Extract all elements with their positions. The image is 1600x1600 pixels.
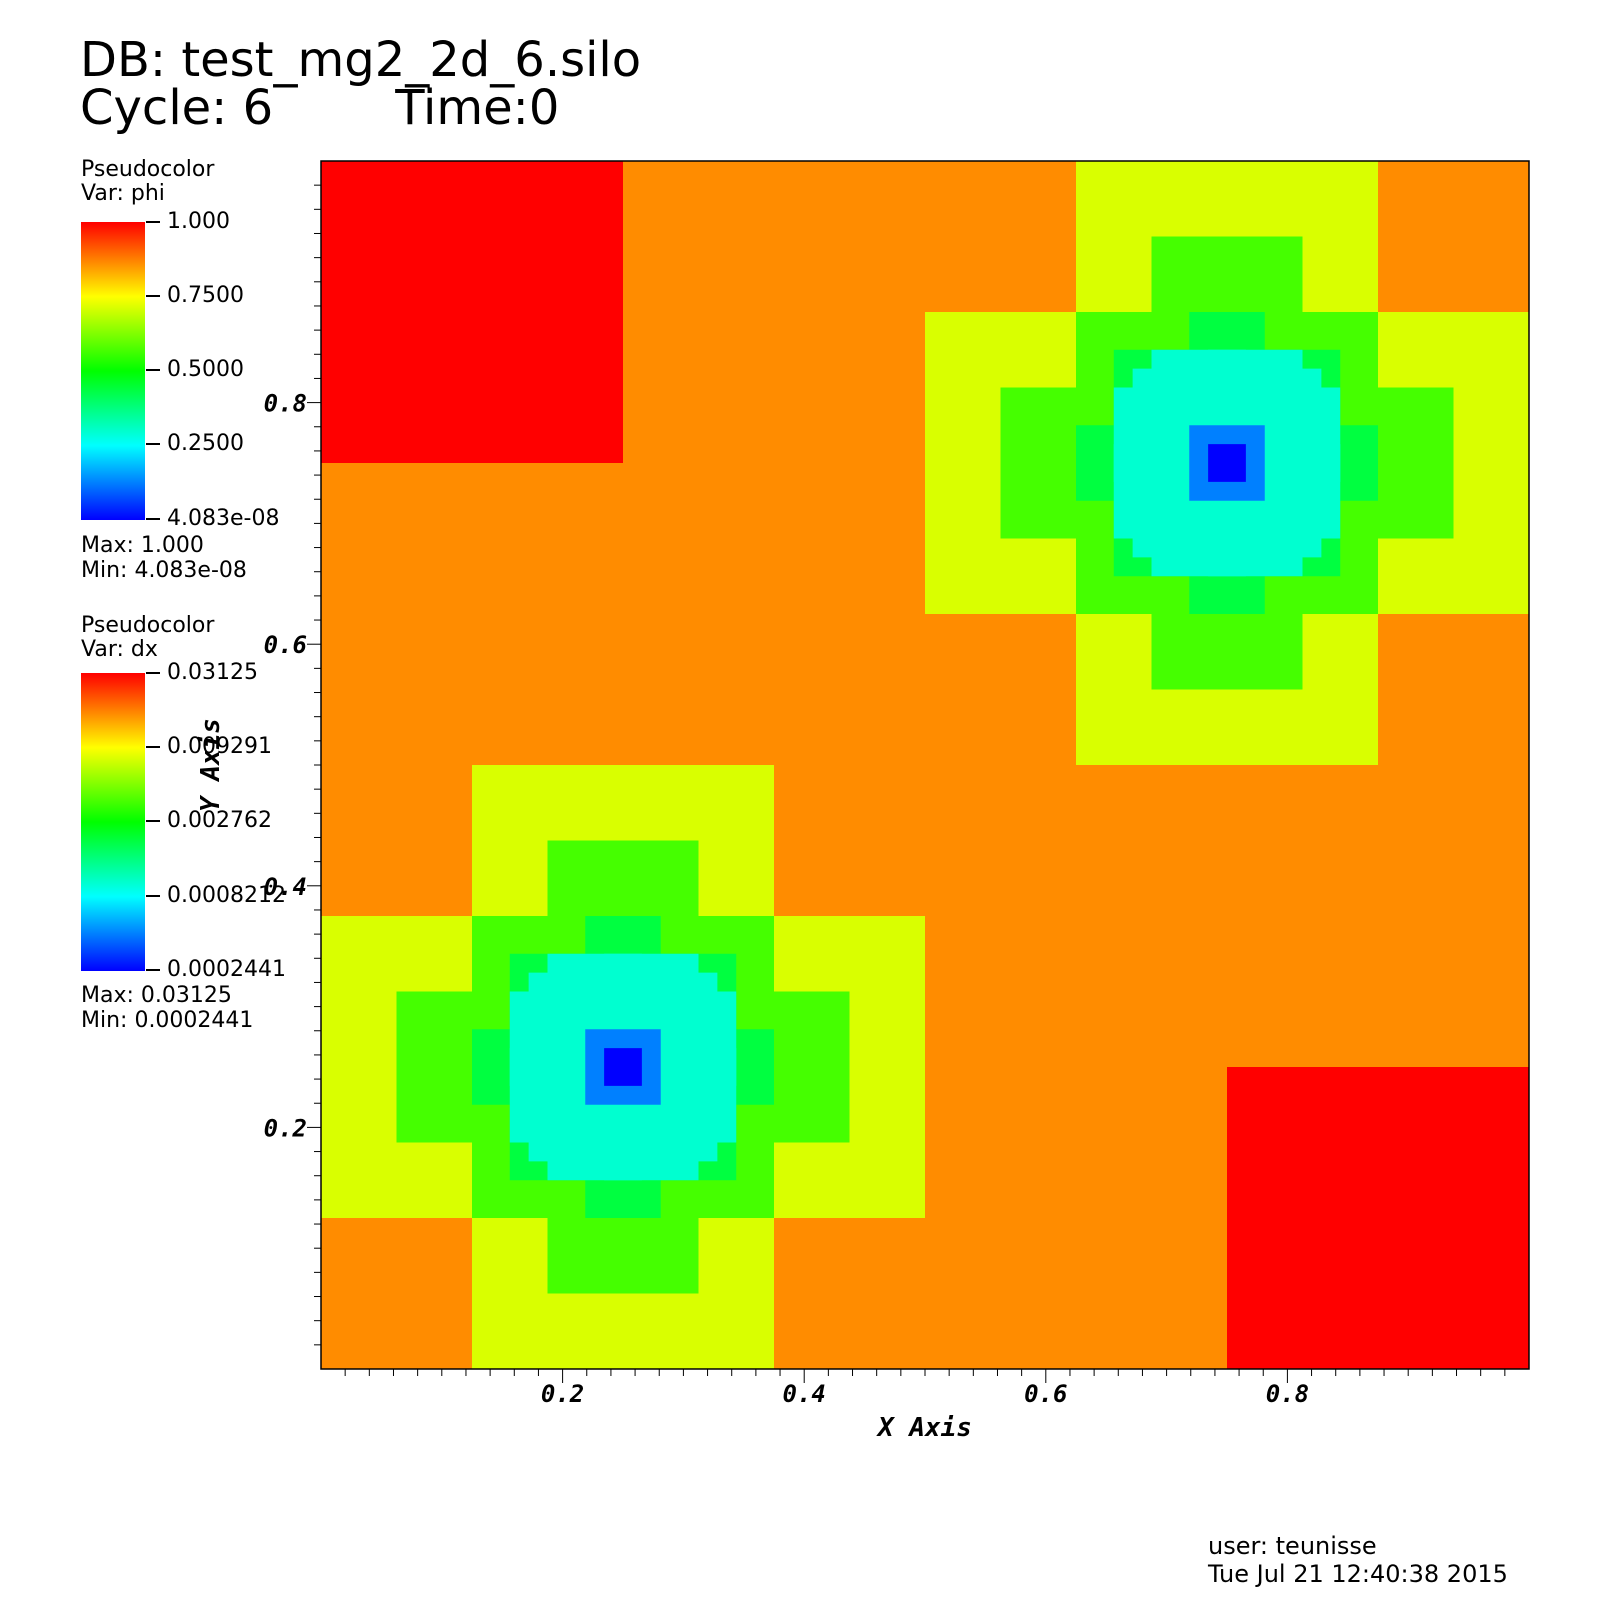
legend-phi-colorbar (81, 222, 145, 520)
x-tick-label: 0.4 (783, 1380, 826, 1408)
legend-phi-min: Min: 4.083e-08 (81, 558, 247, 583)
legend-dx-tick (146, 820, 160, 822)
legend-phi-label: 0.2500 (167, 431, 244, 456)
legend-dx-tick (146, 969, 160, 971)
legend-phi-label: 0.5000 (167, 357, 244, 382)
x-axis-title: X Axis (876, 1413, 972, 1443)
cycle-time-title: Cycle: 6 Time:0 (80, 80, 560, 136)
y-tick-label: 0.4 (264, 873, 307, 901)
legend-dx-min: Min: 0.0002441 (81, 1008, 254, 1033)
pseudocolor-plot: 0.2 0.4 0.6 0.8 0.2 0.4 0.6 0.8 X Axis Y Axis (196, 160, 1530, 1443)
legend-phi-label: 4.083e-08 (167, 506, 280, 531)
axis-ticks: 0.2 0.4 0.6 0.8 0.2 0.4 0.6 0.8 (264, 184, 1506, 1408)
mesh-cell-darkblue (1208, 444, 1246, 482)
legend-phi-tick (146, 295, 160, 297)
y-tick-label: 0.6 (264, 631, 307, 659)
footer-date: Tue Jul 21 12:40:38 2015 (1208, 1560, 1508, 1588)
x-tick-label: 0.6 (1024, 1380, 1067, 1408)
y-axis-title: Y Axis (196, 718, 226, 812)
legend-phi-tick (146, 518, 160, 520)
legend-phi-label: 0.7500 (167, 283, 244, 308)
legend-dx-plot-type: Pseudocolor (81, 613, 215, 638)
legend-dx-label: 0.03125 (167, 660, 258, 685)
legend-dx-label: 0.0008212 (167, 883, 286, 908)
x-tick-label: 0.2 (541, 1380, 584, 1408)
db-title: DB: test_mg2_2d_6.silo (80, 32, 642, 88)
legend-phi-tick (146, 221, 160, 223)
legend-phi-plot-type: Pseudocolor (81, 157, 215, 182)
legend-dx-label: 0.009291 (167, 734, 272, 759)
mesh-cell-red (321, 161, 623, 463)
legend-dx-tick (146, 746, 160, 748)
legend-dx-tick (146, 895, 160, 897)
legend-dx-label: 0.002762 (167, 808, 272, 833)
mesh-cell-darkblue (604, 1048, 642, 1086)
legend-dx-label: 0.0002441 (167, 957, 286, 982)
legend-dx-max: Max: 0.03125 (81, 983, 232, 1008)
legend-dx-tick (146, 672, 160, 674)
y-tick-label: 0.8 (264, 390, 307, 418)
legend-phi-tick (146, 443, 160, 445)
mesh-cell-red (1227, 1067, 1529, 1369)
mesh-cells (321, 161, 1529, 1369)
legend-dx-var: Var: dx (81, 637, 158, 662)
legend-phi-label: 1.000 (167, 209, 230, 234)
legend-phi-tick (146, 369, 160, 371)
y-tick-label: 0.2 (264, 1114, 307, 1142)
footer-user: user: teunisse (1208, 1532, 1377, 1560)
x-tick-label: 0.8 (1266, 1380, 1309, 1408)
legend-dx-colorbar (81, 673, 145, 971)
legend-phi-max: Max: 1.000 (81, 533, 204, 558)
legend-phi-var: Var: phi (81, 181, 165, 206)
